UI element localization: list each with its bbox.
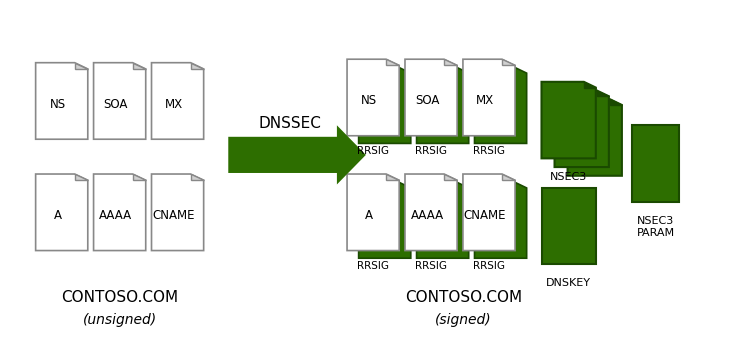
Text: (signed): (signed) bbox=[435, 313, 492, 327]
Text: DNSSEC: DNSSEC bbox=[259, 116, 321, 131]
Polygon shape bbox=[568, 99, 622, 176]
Polygon shape bbox=[75, 174, 88, 180]
Text: RRSIG: RRSIG bbox=[415, 261, 447, 271]
Polygon shape bbox=[463, 59, 515, 136]
Polygon shape bbox=[502, 59, 515, 65]
Text: MX: MX bbox=[476, 94, 494, 107]
Polygon shape bbox=[35, 174, 88, 251]
Polygon shape bbox=[405, 174, 457, 251]
Polygon shape bbox=[474, 182, 527, 258]
Text: SOA: SOA bbox=[415, 94, 439, 107]
Text: DNSKEY: DNSKEY bbox=[546, 278, 591, 288]
Text: CONTOSO.COM: CONTOSO.COM bbox=[61, 290, 178, 305]
Text: SOA: SOA bbox=[103, 98, 128, 111]
Text: CNAME: CNAME bbox=[152, 209, 195, 222]
Polygon shape bbox=[358, 182, 411, 258]
Polygon shape bbox=[444, 174, 457, 180]
Text: RRSIG: RRSIG bbox=[473, 261, 505, 271]
Text: CNAME: CNAME bbox=[464, 209, 506, 222]
Text: A: A bbox=[54, 209, 62, 222]
Polygon shape bbox=[584, 82, 596, 88]
Text: NS: NS bbox=[361, 94, 378, 107]
Polygon shape bbox=[228, 125, 366, 185]
Polygon shape bbox=[191, 174, 204, 180]
Polygon shape bbox=[75, 63, 88, 69]
Polygon shape bbox=[94, 63, 146, 139]
Polygon shape bbox=[597, 91, 609, 96]
Text: RRSIG: RRSIG bbox=[357, 261, 389, 271]
Polygon shape bbox=[554, 91, 609, 167]
Polygon shape bbox=[502, 174, 515, 180]
Text: NSEC3
PARAM: NSEC3 PARAM bbox=[636, 216, 675, 238]
Polygon shape bbox=[358, 67, 411, 143]
Text: AAAA: AAAA bbox=[411, 209, 443, 222]
Polygon shape bbox=[474, 67, 527, 143]
Text: NS: NS bbox=[50, 98, 66, 111]
Polygon shape bbox=[444, 59, 457, 65]
Polygon shape bbox=[463, 174, 515, 251]
Text: RRSIG: RRSIG bbox=[357, 146, 389, 157]
Polygon shape bbox=[133, 174, 146, 180]
Polygon shape bbox=[542, 82, 596, 158]
FancyBboxPatch shape bbox=[542, 188, 596, 264]
FancyBboxPatch shape bbox=[632, 125, 679, 202]
Polygon shape bbox=[151, 63, 204, 139]
Polygon shape bbox=[347, 59, 399, 136]
Polygon shape bbox=[386, 174, 399, 180]
Polygon shape bbox=[610, 99, 622, 105]
Polygon shape bbox=[151, 174, 204, 251]
Text: MX: MX bbox=[165, 98, 183, 111]
Polygon shape bbox=[417, 67, 469, 143]
Text: AAAA: AAAA bbox=[99, 209, 132, 222]
Text: CONTOSO.COM: CONTOSO.COM bbox=[405, 290, 522, 305]
Text: A: A bbox=[365, 209, 373, 222]
Polygon shape bbox=[417, 182, 469, 258]
Text: NSEC3: NSEC3 bbox=[550, 172, 588, 182]
Polygon shape bbox=[35, 63, 88, 139]
Polygon shape bbox=[94, 174, 146, 251]
Polygon shape bbox=[133, 63, 146, 69]
Text: RRSIG: RRSIG bbox=[473, 146, 505, 157]
Polygon shape bbox=[191, 63, 204, 69]
Polygon shape bbox=[405, 59, 457, 136]
Text: RRSIG: RRSIG bbox=[415, 146, 447, 157]
Polygon shape bbox=[347, 174, 399, 251]
Polygon shape bbox=[386, 59, 399, 65]
Text: (unsigned): (unsigned) bbox=[83, 313, 157, 327]
